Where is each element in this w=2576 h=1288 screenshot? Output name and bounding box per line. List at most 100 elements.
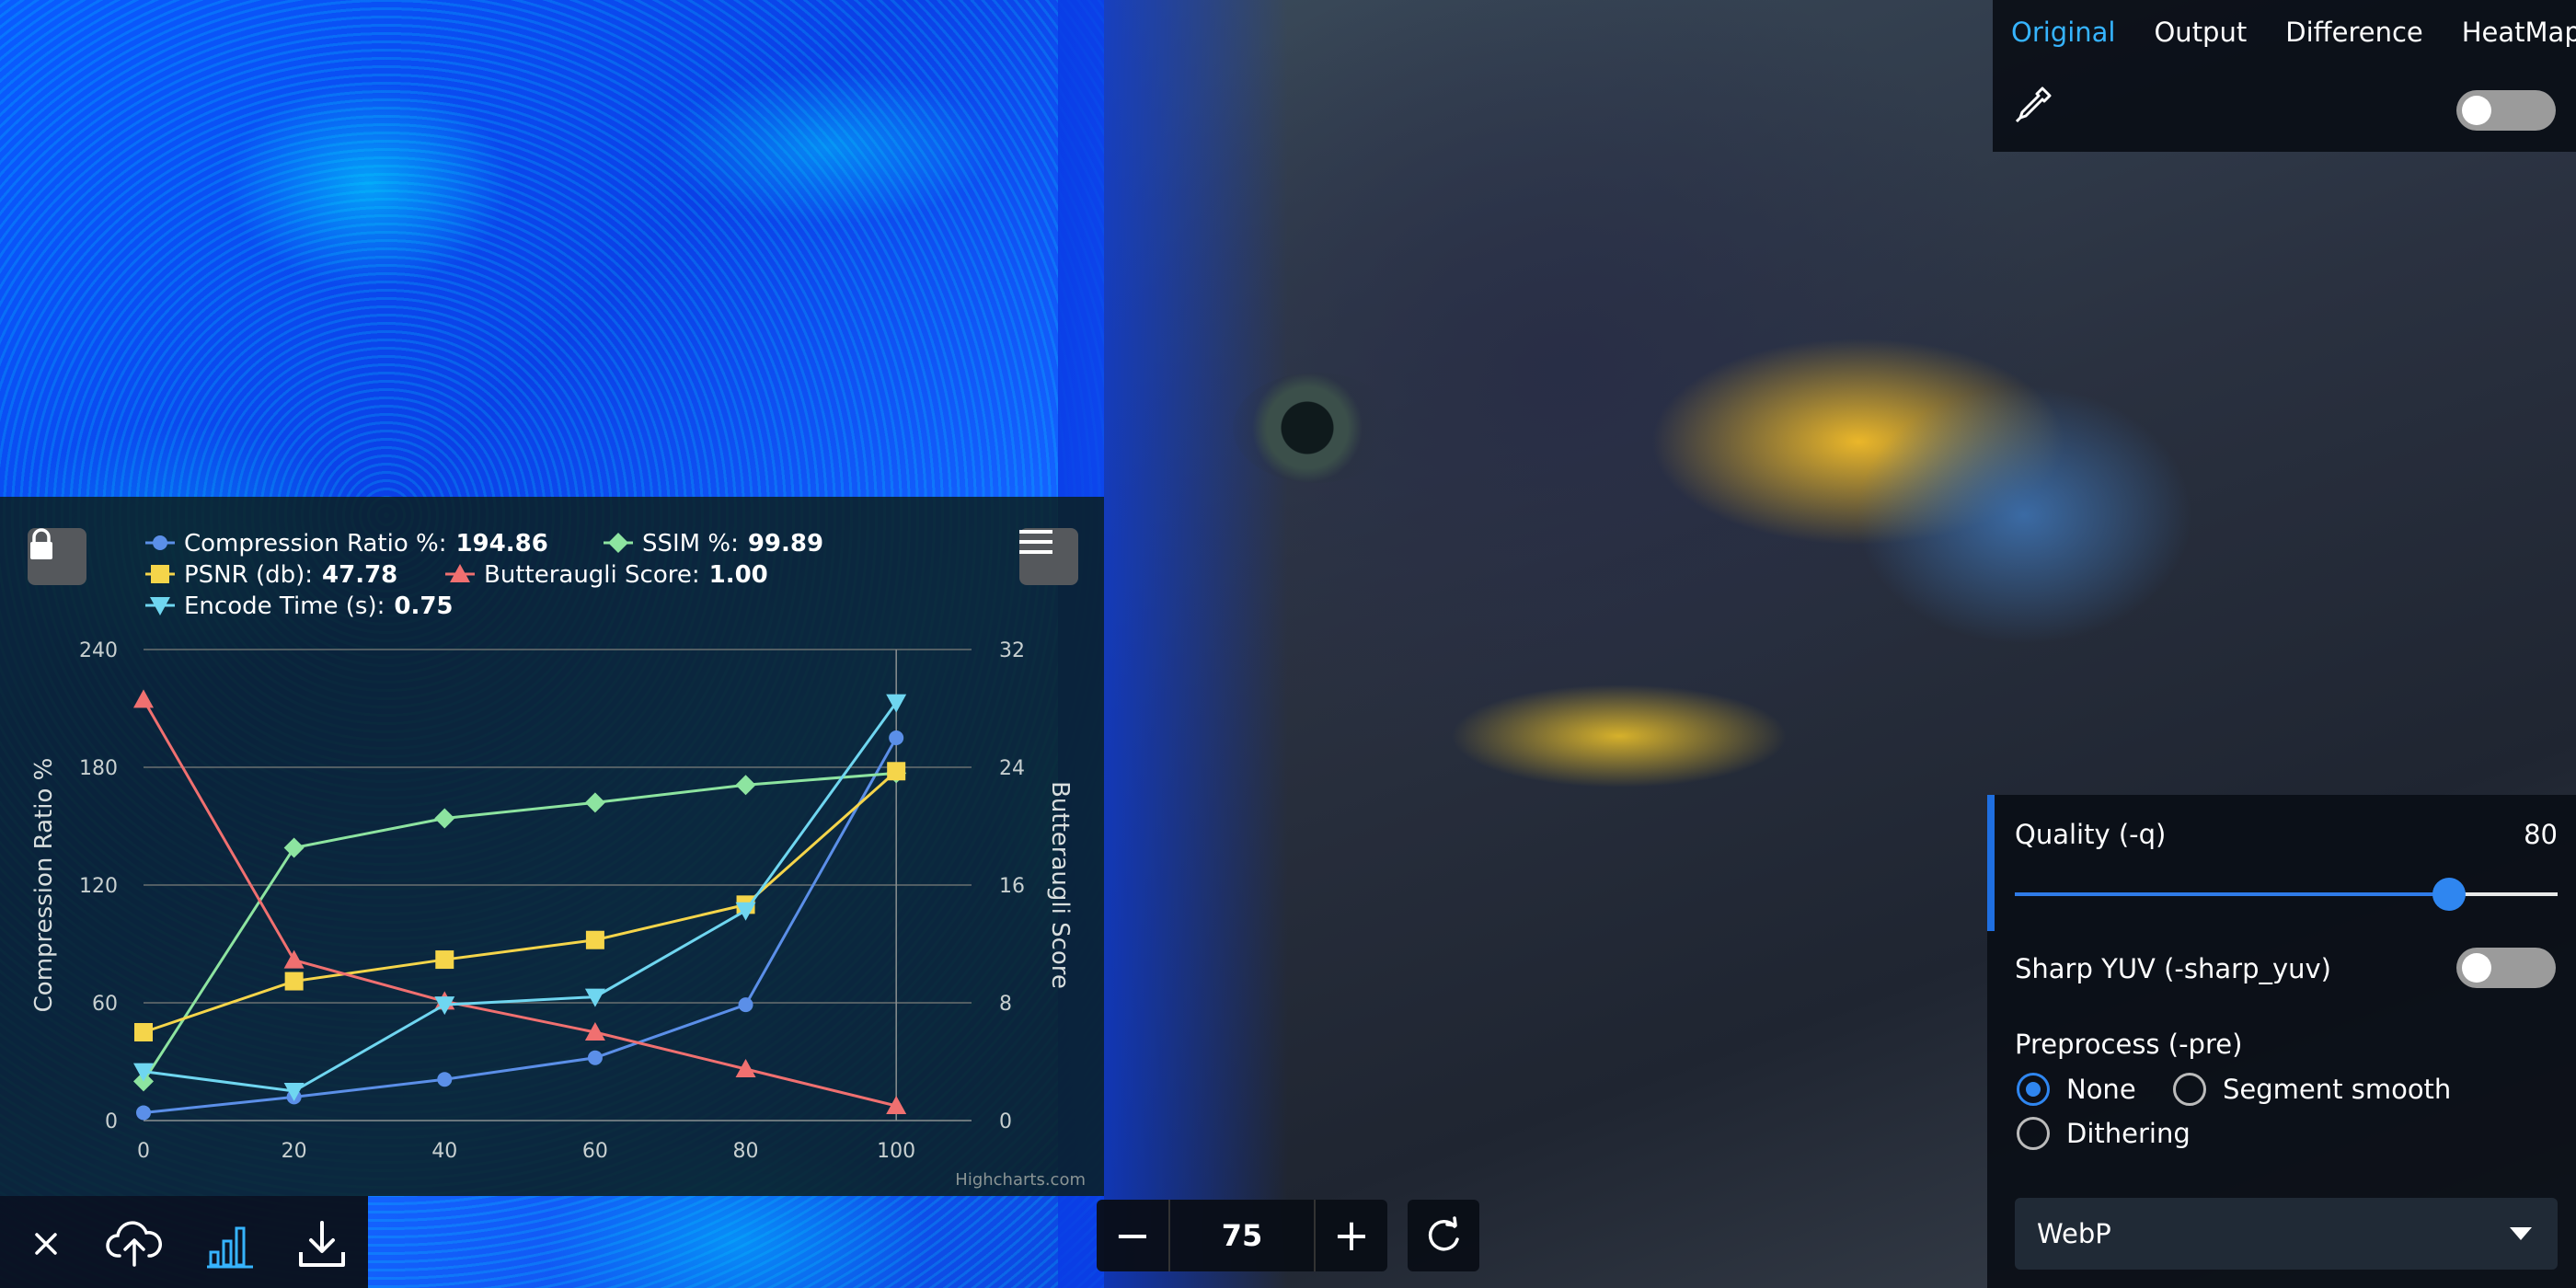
series-point-2 xyxy=(134,1023,153,1041)
series-point-3 xyxy=(886,1096,907,1114)
quality-slider-fill xyxy=(2015,892,2449,896)
zoom-out-button[interactable]: − xyxy=(1113,1210,1152,1261)
y-right-tick-label: 8 xyxy=(999,993,1012,1016)
series-point-4 xyxy=(735,902,756,921)
tab-original[interactable]: Original xyxy=(2011,17,2116,48)
zoom-control: − 75 + xyxy=(1097,1200,1387,1271)
legend-value: 99.89 xyxy=(748,530,823,558)
bar-chart-icon xyxy=(207,1226,253,1269)
tab-output[interactable]: Output xyxy=(2154,17,2248,48)
chart-toggle-button[interactable] xyxy=(201,1214,259,1273)
chart-menu-button[interactable] xyxy=(1019,528,1078,585)
reset-zoom-button[interactable] xyxy=(1408,1200,1479,1271)
series-point-3 xyxy=(584,1022,605,1041)
series-point-1 xyxy=(735,775,756,796)
series-point-2 xyxy=(284,972,304,991)
active-section-indicator xyxy=(1987,795,1995,931)
x-tick-label: 80 xyxy=(733,1140,759,1163)
radio-circle xyxy=(2017,1073,2050,1106)
hamburger-icon xyxy=(1019,530,1052,554)
series-line-4 xyxy=(143,701,898,1093)
radio-circle xyxy=(2017,1117,2050,1150)
series-line-0 xyxy=(143,737,898,1114)
eagle-eye xyxy=(1233,373,1398,483)
legend-marker xyxy=(150,597,170,615)
encoder-settings-panel: Quality (-q) 80 Sharp YUV (-sharp_yuv) P… xyxy=(1987,795,2576,1288)
legend-marker xyxy=(153,535,167,550)
series-point-0 xyxy=(437,1072,453,1087)
zoom-in-button[interactable]: + xyxy=(1332,1210,1371,1261)
toggle-knob xyxy=(2462,953,2491,983)
legend-label: PSNR (db): xyxy=(184,561,313,589)
tab-heatmap[interactable]: HeatMap xyxy=(2461,17,2576,48)
series-point-4 xyxy=(283,1083,305,1101)
download-button[interactable] xyxy=(293,1214,351,1273)
series-point-0 xyxy=(587,1050,603,1065)
format-select-value: WebP xyxy=(2037,1218,2111,1249)
x-tick-label: 60 xyxy=(582,1140,608,1163)
series-line-2 xyxy=(143,770,898,1034)
quality-slider-thumb[interactable] xyxy=(2432,878,2466,911)
radio-none-label: None xyxy=(2066,1074,2136,1105)
close-button[interactable] xyxy=(17,1214,75,1273)
legend-marker xyxy=(151,565,169,583)
preprocess-label: Preprocess (-pre) xyxy=(2015,1029,2243,1060)
y-right-axis-title: Butteraugli Score xyxy=(1046,781,1074,989)
x-tick-label: 20 xyxy=(282,1140,307,1163)
sharp-yuv-toggle[interactable] xyxy=(2456,948,2556,988)
quality-value: 80 xyxy=(2524,819,2558,850)
tab-difference[interactable]: Difference xyxy=(2285,17,2423,48)
upload-button[interactable] xyxy=(105,1214,164,1273)
lock-icon xyxy=(30,528,52,559)
color-picker-icon[interactable] xyxy=(2009,83,2055,129)
legend-marker xyxy=(608,533,628,553)
legend-label: SSIM %: xyxy=(642,530,739,558)
download-icon xyxy=(299,1221,345,1267)
legend-label: Butteraugli Score: xyxy=(484,561,700,589)
series-point-3 xyxy=(283,949,305,969)
series-point-0 xyxy=(889,730,904,745)
y-left-tick-label: 240 xyxy=(79,639,118,662)
lock-button[interactable] xyxy=(28,528,86,585)
series-point-2 xyxy=(585,930,604,949)
x-tick-label: 0 xyxy=(137,1140,150,1163)
format-select[interactable]: WebP xyxy=(2015,1198,2558,1270)
view-tabs: Original Output Difference HeatMap xyxy=(2011,17,2576,48)
series-point-0 xyxy=(136,1105,151,1121)
radio-segment-smooth[interactable]: Segment smooth xyxy=(2173,1073,2451,1106)
series-point-3 xyxy=(133,689,154,708)
radio-segment-smooth-label: Segment smooth xyxy=(2223,1074,2452,1105)
legend-label: Compression Ratio %: xyxy=(184,530,446,558)
view-mode-panel: Original Output Difference HeatMap xyxy=(1993,0,2576,152)
toggle-knob xyxy=(2462,96,2491,125)
legend-value: 194.86 xyxy=(455,530,547,558)
legend-marker xyxy=(450,564,470,582)
chevron-down-icon xyxy=(2510,1227,2532,1240)
y-left-axis-title: Compression Ratio % xyxy=(30,758,58,1013)
x-tick-label: 40 xyxy=(431,1140,457,1163)
radio-circle xyxy=(2173,1073,2206,1106)
view-toggle[interactable] xyxy=(2456,90,2556,131)
zoom-value[interactable]: 75 xyxy=(1168,1200,1316,1271)
series-point-2 xyxy=(887,762,906,781)
metrics-chart-panel: 0 60 120 180 240 0 8 16 24 32 0 20 40 60 80 100 Compress… xyxy=(0,497,1104,1196)
quality-slider[interactable] xyxy=(2015,878,2558,911)
series-point-1 xyxy=(283,837,305,858)
rotate-icon xyxy=(1428,1216,1459,1251)
legend-label: Encode Time (s): xyxy=(184,592,385,620)
close-icon xyxy=(35,1233,57,1255)
series-line-1 xyxy=(142,771,897,1083)
chart-credits: Highcharts.com xyxy=(955,1170,1086,1190)
radio-dithering[interactable]: Dithering xyxy=(2017,1117,2191,1150)
legend-value: 47.78 xyxy=(322,561,397,589)
series-point-4 xyxy=(886,694,907,713)
series-point-1 xyxy=(434,808,455,829)
quality-label: Quality (-q) xyxy=(2015,819,2167,850)
cloud-upload-icon xyxy=(106,1221,162,1267)
bottom-toolbar xyxy=(0,1196,368,1288)
series-point-3 xyxy=(735,1059,756,1077)
radio-none[interactable]: None xyxy=(2017,1073,2136,1106)
radio-dithering-label: Dithering xyxy=(2066,1118,2191,1149)
y-right-tick-label: 16 xyxy=(999,875,1025,898)
y-left-tick-label: 0 xyxy=(105,1110,118,1133)
